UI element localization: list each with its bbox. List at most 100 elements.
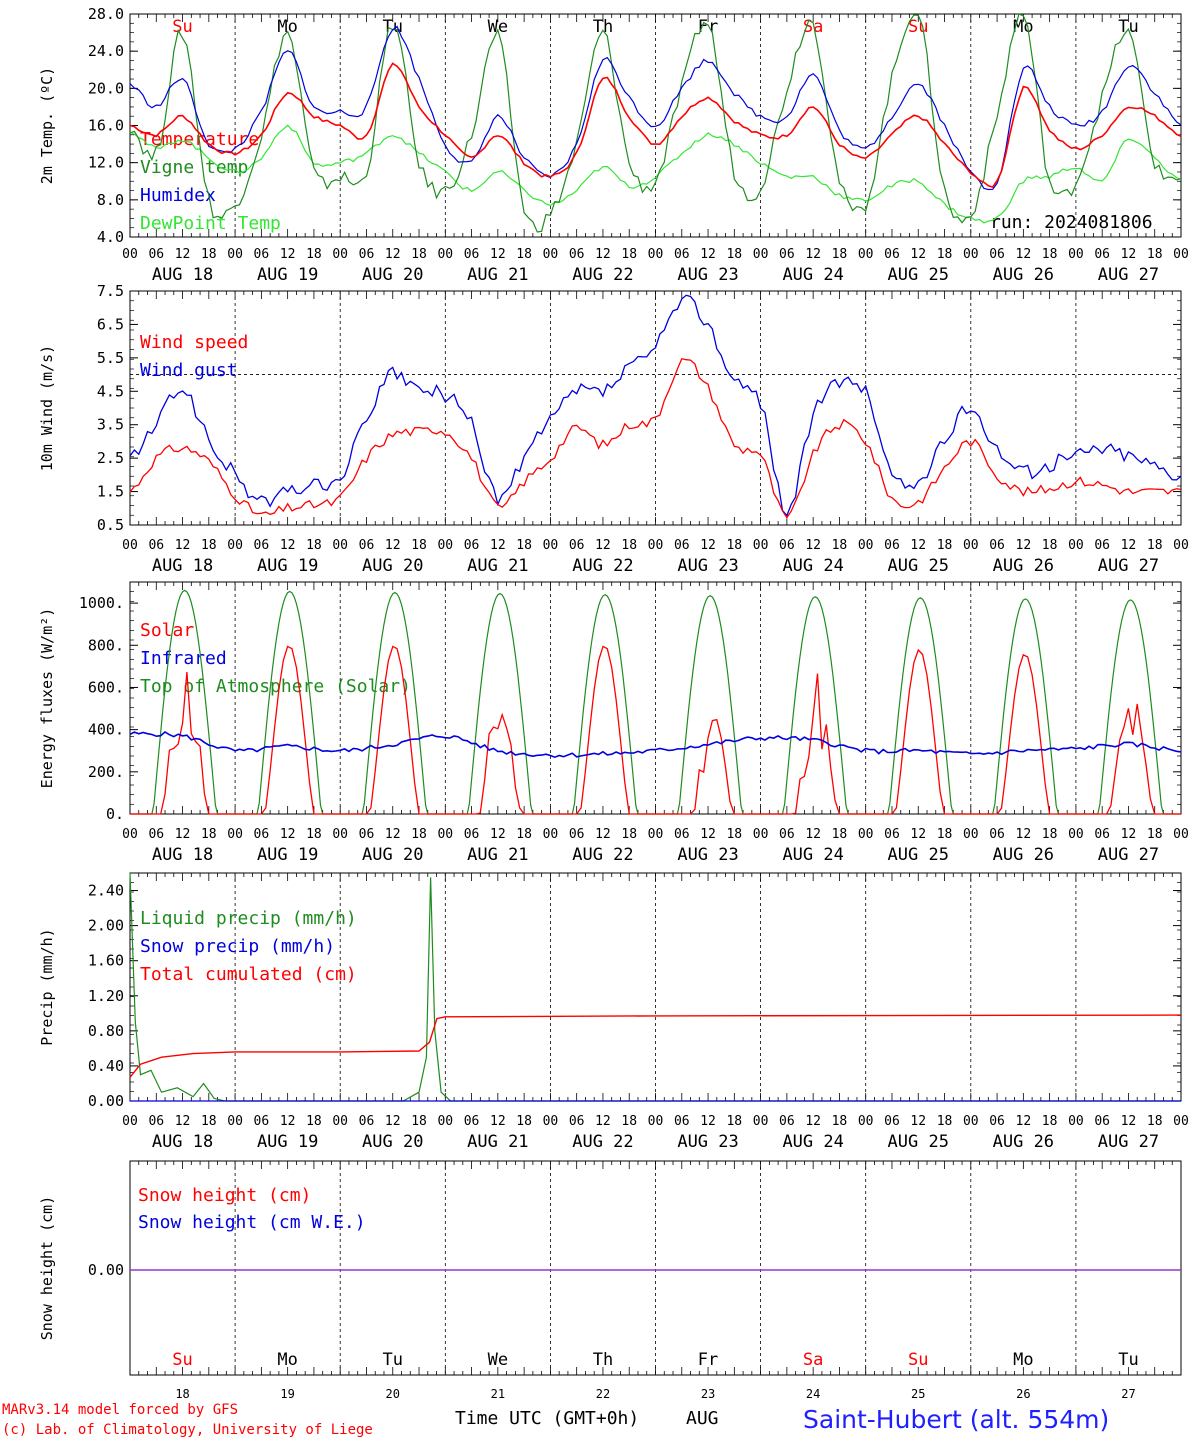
y-tick-label: 6.5 [97,315,124,333]
hour-tick-label: 06 [148,1114,164,1129]
hour-tick-label: 06 [779,1114,795,1129]
hour-tick-label: 18 [201,1114,217,1129]
hour-tick-label: 06 [148,827,164,842]
date-tick-label: AUG 18 [152,265,213,285]
footer-model-text: MARv3.14 model forced by GFS [2,1402,238,1418]
hour-tick-label: 12 [1016,827,1032,842]
date-tick-label: AUG 19 [257,265,318,285]
hour-tick-label: 12 [1121,1114,1137,1129]
y-tick-label: 2.5 [97,449,124,467]
y-axis-label: Snow height (cm) [38,1196,56,1341]
date-tick-label: AUG 20 [362,556,423,576]
hour-tick-label: 06 [359,538,375,553]
hour-tick-label: 06 [569,538,585,553]
hour-tick-label: 12 [595,538,611,553]
hour-tick-label: 18 [1147,827,1163,842]
hour-tick-label: 06 [1094,538,1110,553]
series-infrared [129,731,1182,759]
hour-tick-label: 18 [832,827,848,842]
date-tick-label: AUG 18 [152,845,213,865]
weekday-label: Mo [277,1350,297,1370]
hour-tick-label: 12 [910,827,926,842]
hour-tick-label: 12 [490,827,506,842]
date-tick-label: AUG 25 [888,265,949,285]
hour-tick-label: 12 [1121,538,1137,553]
hour-tick-label: 00 [227,1114,243,1129]
hour-tick-label: 00 [858,827,874,842]
x-axis-month: AUG [686,1408,719,1429]
date-tick-label: AUG 22 [572,1132,633,1152]
hour-tick-label: 06 [989,827,1005,842]
legend-entry: Infrared [140,648,227,669]
hour-tick-label: 12 [805,538,821,553]
hour-tick-label: 18 [411,827,427,842]
weekday-label: Su [908,1350,928,1370]
hour-tick-label: 00 [122,247,138,262]
series-red [129,358,1182,519]
hour-tick-label: 00 [437,247,453,262]
y-axis-label: Energy fluxes (W/m²) [38,608,56,789]
hour-tick-label: 00 [543,247,559,262]
hour-tick-label: 12 [490,1114,506,1129]
hour-tick-label: 06 [779,247,795,262]
legend-entry: Solar [140,620,194,641]
hour-tick-label: 12 [1016,538,1032,553]
hour-tick-label: 18 [201,827,217,842]
x-axis-label: Time UTC (GMT+0h) [455,1408,639,1429]
date-tick-label: AUG 27 [1098,1132,1159,1152]
hour-tick-label: 18 [726,1114,742,1129]
panel-5: 0.00 Snow height (cm) Snow height (cm) Snow… [38,1160,1182,1401]
y-tick-label: 600. [88,678,124,696]
day-number-label: 20 [386,1387,400,1401]
weekday-label: Th [593,1350,613,1370]
hour-tick-label: 00 [1173,1114,1189,1129]
hour-tick-label: 12 [280,827,296,842]
date-tick-label: AUG 21 [467,265,528,285]
hour-tick-label: 18 [726,538,742,553]
y-tick-label: 400. [88,721,124,739]
legend-entry: Snow height (cm W.E.) [138,1212,366,1233]
date-tick-label: AUG 19 [257,556,318,576]
y-tick-label: 2.40 [88,882,124,900]
hour-tick-label: 18 [516,247,532,262]
hour-tick-label: 18 [1042,1114,1058,1129]
day-number-label: 24 [806,1387,820,1401]
hour-tick-label: 12 [385,247,401,262]
date-tick-label: AUG 24 [782,556,843,576]
hour-tick-label: 12 [805,1114,821,1129]
hour-tick-label: 06 [884,538,900,553]
weekday-label: Mo [1013,17,1033,37]
hour-tick-label: 12 [1016,247,1032,262]
legend-entry: Humidex [140,185,216,206]
hour-tick-label: 18 [726,827,742,842]
hour-tick-label: 06 [569,827,585,842]
hour-tick-label: 00 [858,538,874,553]
date-tick-label: AUG 26 [993,1132,1054,1152]
hour-tick-label: 18 [306,1114,322,1129]
hour-tick-label: 12 [280,247,296,262]
hour-tick-label: 06 [1094,1114,1110,1129]
hour-tick-label: 12 [700,1114,716,1129]
hour-tick-label: 00 [648,247,664,262]
y-tick-label: 1.60 [88,952,124,970]
hour-tick-label: 12 [385,1114,401,1129]
weekday-label: Sa [803,1350,823,1370]
hour-tick-label: 00 [1068,827,1084,842]
hour-tick-label: 12 [1121,247,1137,262]
date-tick-label: AUG 19 [257,1132,318,1152]
date-tick-label: AUG 22 [572,556,633,576]
hour-tick-label: 00 [753,1114,769,1129]
hour-tick-label: 18 [937,247,953,262]
hour-tick-label: 00 [963,538,979,553]
hour-tick-label: 18 [937,538,953,553]
y-tick-label: 1.20 [88,987,124,1005]
hour-tick-label: 18 [726,247,742,262]
hour-tick-label: 06 [884,827,900,842]
legend-entry: Wind speed [140,332,248,353]
hour-tick-label: 06 [989,1114,1005,1129]
hour-tick-label: 06 [674,538,690,553]
day-number-label: 22 [596,1387,610,1401]
y-tick-label: 4.5 [97,382,124,400]
hour-tick-label: 06 [569,247,585,262]
weekday-label: Th [593,17,613,37]
